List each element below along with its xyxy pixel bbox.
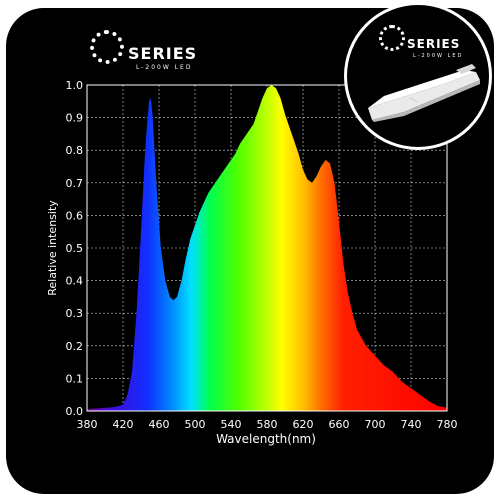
x-tick-label: 740 (401, 418, 422, 431)
x-tick-label: 540 (221, 418, 242, 431)
badge-q-logo-icon (379, 25, 405, 51)
x-axis-label: Wavelength(nm) (216, 432, 316, 446)
y-axis-label: Relative intensity (46, 200, 59, 296)
x-tick-label: 380 (77, 418, 98, 431)
x-tick-label: 660 (329, 418, 350, 431)
x-tick-label: 580 (257, 418, 278, 431)
y-tick-label: 0.8 (66, 144, 84, 157)
y-tick-label: 0.4 (66, 275, 84, 288)
y-tick-label: 0.5 (66, 242, 84, 255)
y-tick-label: 1.0 (66, 79, 84, 92)
product-badge: SERIES L-200W LED (344, 2, 492, 150)
x-tick-label: 500 (185, 418, 206, 431)
y-tick-label: 0.9 (66, 112, 84, 125)
x-tick-label: 460 (149, 418, 170, 431)
q-logo-icon (90, 30, 124, 64)
y-tick-label: 0.1 (66, 372, 84, 385)
brand-series-word: SERIES (128, 44, 198, 63)
x-tick-labels: 380 420 460 500 540 580 620 660 700 740 780 (77, 418, 458, 431)
spectrum-area (87, 85, 447, 411)
y-tick-label: 0.3 (66, 307, 84, 320)
y-tick-label: 0.7 (66, 177, 84, 190)
y-tick-label: 0.0 (66, 405, 84, 418)
y-tick-labels: 0.0 0.1 0.2 0.3 0.4 0.5 0.6 0.7 0.8 0.9 1.0 (66, 79, 84, 418)
x-tick-label: 620 (293, 418, 314, 431)
plot-frame (86, 84, 448, 412)
y-tick-label: 0.2 (66, 340, 84, 353)
y-tick-label: 0.6 (66, 209, 84, 222)
x-tick-label: 780 (437, 418, 458, 431)
x-tick-label: 420 (113, 418, 134, 431)
badge-model: L-200W LED (413, 53, 464, 59)
x-tick-label: 700 (365, 418, 386, 431)
brand-model: L-200W LED (136, 64, 193, 71)
badge-series-word: SERIES (407, 37, 461, 51)
led-panel-image (368, 64, 480, 122)
